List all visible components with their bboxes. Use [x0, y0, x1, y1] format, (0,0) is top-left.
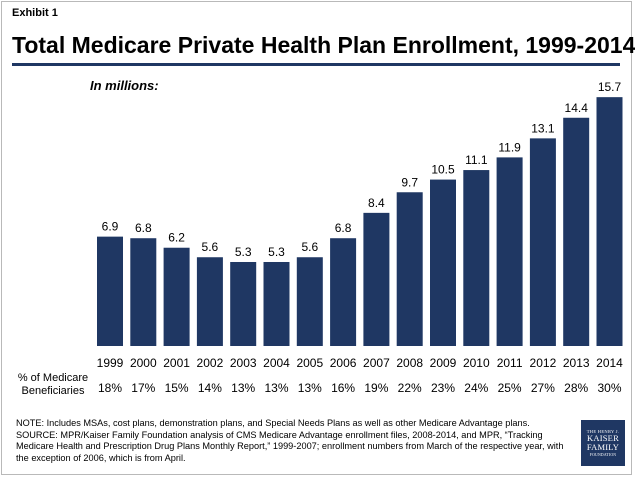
- value-label: 15.7: [598, 80, 622, 94]
- chart-title: Total Medicare Private Health Plan Enrol…: [12, 32, 635, 58]
- bar: [230, 261, 257, 346]
- value-label: 5.3: [235, 245, 252, 259]
- percent-label: 25%: [498, 381, 522, 395]
- unit-label: In millions:: [90, 78, 159, 93]
- x-tick-label: 2011: [497, 356, 523, 370]
- bar: [563, 117, 590, 346]
- percent-label: 16%: [331, 381, 355, 395]
- percent-label: 19%: [364, 381, 388, 395]
- x-tick-label: 2000: [130, 356, 157, 370]
- value-label: 10.5: [431, 163, 455, 177]
- bar: [330, 238, 357, 346]
- x-tick-label: 2005: [296, 356, 323, 370]
- value-label: 5.6: [202, 240, 219, 254]
- x-tick-label: 2004: [263, 356, 290, 370]
- x-tick-label: 2013: [563, 356, 590, 370]
- value-label: 6.8: [335, 221, 352, 235]
- x-tick-label: 2006: [330, 356, 357, 370]
- logo-line-3: FOUNDATION: [589, 453, 617, 457]
- bar: [97, 236, 123, 346]
- logo-line-1: THE HENRY J.: [586, 429, 620, 434]
- footnote: NOTE: Includes MSAs, cost plans, demonst…: [16, 418, 576, 464]
- x-tick-label: 2012: [530, 356, 557, 370]
- percent-label: 22%: [398, 381, 422, 395]
- value-label: 8.4: [368, 196, 385, 210]
- bar: [463, 170, 490, 346]
- value-label: 9.7: [401, 175, 418, 189]
- percent-label: 30%: [597, 381, 621, 395]
- logo-line-2b: FAMILY: [586, 442, 620, 452]
- value-label: 11.9: [498, 140, 521, 154]
- bar: [396, 192, 423, 346]
- percent-label: 24%: [464, 381, 488, 395]
- value-label: 11.1: [465, 153, 488, 167]
- x-tick-label: 2014: [596, 356, 623, 370]
- percent-label: 18%: [98, 381, 122, 395]
- value-label: 6.9: [102, 220, 119, 234]
- x-tick-label: 2001: [163, 356, 190, 370]
- value-label: 5.6: [301, 240, 318, 254]
- percent-label: 23%: [431, 381, 455, 395]
- bar: [296, 257, 323, 346]
- note-text: NOTE: Includes MSAs, cost plans, demonst…: [16, 418, 530, 428]
- value-label: 14.4: [565, 101, 589, 115]
- value-label: 13.1: [531, 121, 555, 135]
- x-tick-label: 2002: [197, 356, 224, 370]
- percent-label: 13%: [264, 381, 288, 395]
- x-tick-label: 1999: [97, 356, 124, 370]
- bar: [529, 138, 556, 346]
- bar: [263, 261, 290, 346]
- title-divider: [12, 63, 620, 66]
- x-tick-label: 2009: [430, 356, 457, 370]
- x-tick-label: 2007: [363, 356, 390, 370]
- value-label: 6.2: [168, 231, 185, 245]
- bar: [196, 257, 223, 346]
- bar: [430, 179, 456, 346]
- percent-row-label: % of Medicare Beneficiaries: [17, 372, 89, 397]
- percent-label: 28%: [564, 381, 588, 395]
- bar: [496, 157, 523, 346]
- kff-logo: THE HENRY J. KAISER FAMILY FOUNDATION: [581, 420, 625, 466]
- percent-label: 27%: [531, 381, 555, 395]
- percent-label: 15%: [165, 381, 189, 395]
- logo-line-2a: KAISER: [587, 433, 619, 443]
- value-label: 6.8: [135, 221, 152, 235]
- x-tick-label: 2008: [396, 356, 423, 370]
- bar: [363, 212, 390, 346]
- x-tick-label: 2003: [230, 356, 257, 370]
- exhibit-label: Exhibit 1: [12, 7, 58, 19]
- percent-label: 14%: [198, 381, 222, 395]
- bar: [130, 238, 157, 346]
- percent-label: 13%: [298, 381, 322, 395]
- percent-label: 17%: [131, 381, 155, 395]
- bar: [596, 97, 623, 346]
- x-tick-label: 2010: [463, 356, 490, 370]
- value-label: 5.3: [268, 245, 285, 259]
- percent-label: 13%: [231, 381, 255, 395]
- source-text: SOURCE: MPR/Kaiser Family Foundation ana…: [16, 429, 564, 463]
- bar: [163, 247, 190, 346]
